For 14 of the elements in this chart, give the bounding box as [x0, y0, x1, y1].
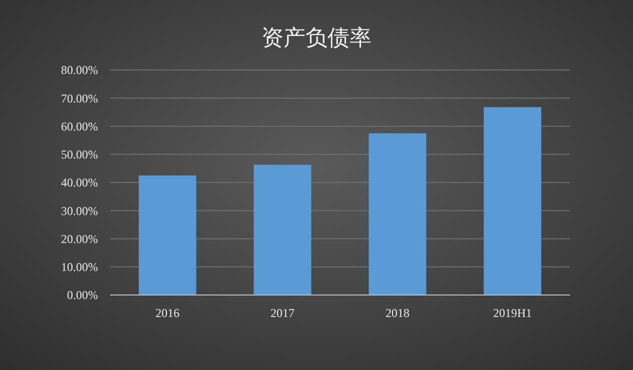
x-tick-label: 2019H1: [493, 306, 532, 320]
y-tick-label: 50.00%: [61, 148, 98, 162]
y-tick-label: 40.00%: [61, 176, 98, 190]
y-tick-label: 10.00%: [61, 260, 98, 274]
y-tick-label: 80.00%: [61, 63, 98, 78]
y-tick-label: 60.00%: [61, 119, 98, 134]
chart-title: 资产负债率: [262, 26, 372, 51]
y-tick-label: 30.00%: [61, 204, 98, 218]
x-tick-label: 2016: [156, 306, 180, 320]
y-tick-label: 20.00%: [61, 232, 98, 246]
x-tick-label: 2017: [270, 306, 294, 320]
y-tick-label: 0.00%: [67, 288, 98, 302]
y-tick-label: 70.00%: [61, 91, 98, 106]
x-tick-label: 2018: [386, 306, 410, 320]
